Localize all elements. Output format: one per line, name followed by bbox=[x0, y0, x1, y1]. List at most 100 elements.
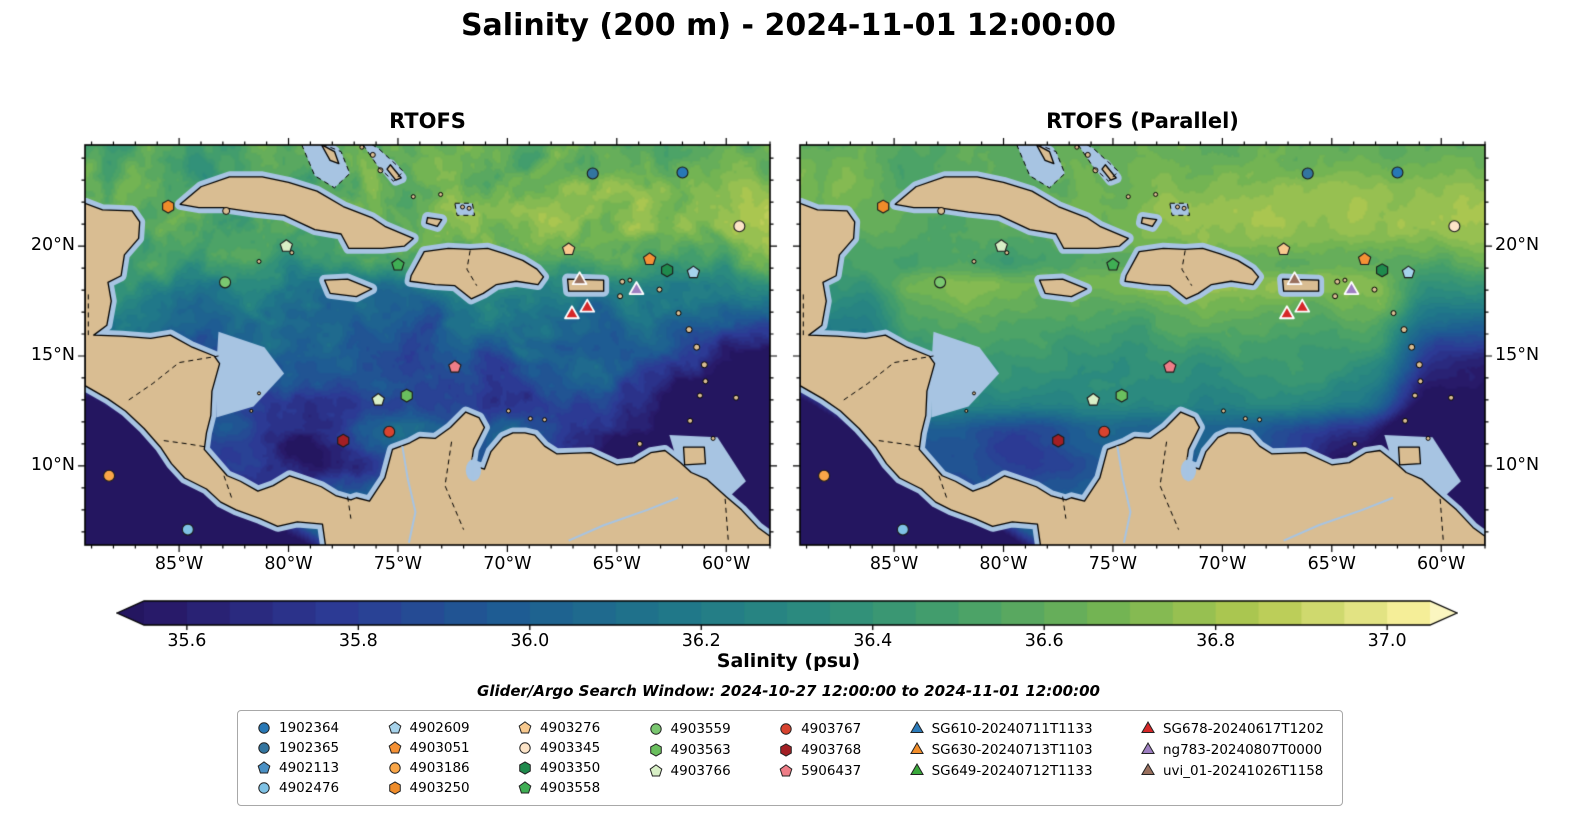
legend-item-label: 4902609 bbox=[409, 720, 470, 736]
colorbar: 35.6 35.8 36.0 36.2 36.4 36.6 36.8 37.0 bbox=[116, 599, 1458, 659]
legend-item: 4903563 bbox=[648, 739, 731, 760]
legend-item-label: 4903558 bbox=[540, 780, 601, 796]
pentagon-marker-icon bbox=[779, 763, 793, 776]
x-tick-label: 65°W bbox=[1307, 554, 1356, 574]
triangle-marker-icon bbox=[909, 741, 924, 754]
x-tick-label: 80°W bbox=[264, 554, 313, 574]
legend-column: 4903559 4903563 4903766 bbox=[648, 718, 731, 798]
triangle-marker-icon bbox=[909, 720, 924, 733]
colorbar-tick-label: 37.0 bbox=[1367, 631, 1407, 651]
circle-marker-icon bbox=[649, 722, 662, 735]
colorbar-tick-label: 36.8 bbox=[1196, 631, 1236, 651]
legend-item-label: 1902365 bbox=[279, 740, 340, 756]
legend-column: 4903767 4903768 5906437 bbox=[778, 718, 861, 798]
y-tick-label: 20°N bbox=[30, 235, 75, 256]
x-tick-label: 60°W bbox=[1417, 554, 1466, 574]
legend-item: 4902113 bbox=[256, 758, 339, 778]
legend-item: ng783-20240807T0000 bbox=[1140, 739, 1324, 760]
legend-item-label: 4903250 bbox=[409, 780, 470, 796]
legend-item-label: ng783-20240807T0000 bbox=[1162, 741, 1323, 758]
x-tick-label: 65°W bbox=[592, 554, 641, 574]
y-tick-label: 10°N bbox=[30, 454, 75, 475]
legend-item: 4902476 bbox=[256, 778, 339, 798]
legend-item: SG630-20240713T1103 bbox=[909, 739, 1093, 760]
map-canvas-rtofs bbox=[75, 135, 780, 555]
legend-item-label: SG610-20240711T1133 bbox=[931, 720, 1093, 737]
triangle-marker-icon bbox=[1141, 762, 1155, 775]
y-tick-label: 20°N bbox=[1495, 235, 1540, 256]
legend-item: 4903051 bbox=[387, 738, 470, 758]
circle-marker-icon bbox=[388, 762, 401, 774]
panel-rtofs-parallel: RTOFS (Parallel) 85°W 80°W 75°W 70°W 65°W 60°… bbox=[790, 109, 1539, 574]
legend-item: 4903345 bbox=[517, 738, 600, 758]
panel-rtofs: RTOFS 85°W 80°W 75°W 70°W 65°W 60°W 10°N 15°N 20… bbox=[31, 109, 780, 574]
y-tick-label: 15°N bbox=[30, 344, 75, 365]
legend-box: 1902364 1902365 4902113 4902476 4902609 49030… bbox=[237, 710, 1343, 806]
triangle-marker-icon bbox=[909, 762, 924, 775]
legend-item-label: 4903350 bbox=[540, 760, 601, 776]
hexagon-marker-icon bbox=[780, 742, 792, 757]
pentagon-marker-icon bbox=[257, 761, 271, 774]
legend-item-label: 4903186 bbox=[409, 760, 470, 776]
colorbar-tick-label: 36.0 bbox=[510, 631, 550, 651]
legend-item-label: 5906437 bbox=[801, 762, 862, 779]
pentagon-marker-icon bbox=[518, 721, 532, 734]
colorbar-tick-label: 35.8 bbox=[338, 631, 378, 651]
legend-item-label: 4902476 bbox=[279, 780, 340, 796]
legend-item-label: SG678-20240617T1202 bbox=[1162, 720, 1324, 737]
legend-item-label: SG630-20240713T1103 bbox=[931, 741, 1093, 758]
x-tick-label: 70°W bbox=[483, 554, 532, 574]
hexagon-marker-icon bbox=[519, 761, 531, 775]
legend-item-label: 4903345 bbox=[540, 740, 601, 756]
legend-item-label: 4903051 bbox=[409, 740, 470, 756]
x-tick-label: 85°W bbox=[869, 554, 919, 574]
legend-item-label: 4903767 bbox=[801, 720, 862, 737]
pentagon-marker-icon bbox=[388, 721, 401, 734]
legend-item-label: 4902113 bbox=[279, 760, 340, 776]
x-tick-label: 75°W bbox=[1088, 554, 1138, 574]
colorbar-tick-label: 36.4 bbox=[853, 631, 893, 651]
colorbar-canvas bbox=[116, 599, 1458, 633]
legend-item: 4903768 bbox=[778, 739, 861, 760]
circle-marker-icon bbox=[258, 722, 270, 734]
legend-item: 4903559 bbox=[648, 718, 731, 739]
legend-item: uvi_01-20241026T1158 bbox=[1140, 760, 1324, 781]
pentagon-marker-icon bbox=[518, 781, 532, 794]
map-canvas-rtofs-parallel bbox=[790, 135, 1495, 555]
x-tick-label: 85°W bbox=[154, 554, 204, 574]
legend-item: 4902609 bbox=[387, 718, 470, 738]
hexagon-marker-icon bbox=[388, 781, 401, 795]
circle-marker-icon bbox=[258, 742, 270, 754]
colorbar-tick-label: 35.6 bbox=[167, 631, 207, 651]
y-tick-label: 10°N bbox=[1495, 454, 1540, 475]
legend-item-label: 4903768 bbox=[801, 741, 862, 758]
legend-item: SG678-20240617T1202 bbox=[1140, 718, 1324, 739]
legend-item: 4903558 bbox=[517, 778, 600, 798]
triangle-marker-icon bbox=[1141, 720, 1155, 733]
legend-item-label: 4903563 bbox=[670, 741, 731, 758]
legend-item-label: 4903766 bbox=[670, 762, 731, 779]
colorbar-tick-label: 36.2 bbox=[681, 631, 721, 651]
circle-marker-icon bbox=[519, 742, 531, 754]
panel-title-rtofs: RTOFS bbox=[389, 109, 466, 133]
legend-item: SG610-20240711T1133 bbox=[909, 718, 1093, 739]
x-tick-label: 70°W bbox=[1198, 554, 1247, 574]
legend-item: SG649-20240712T1133 bbox=[909, 760, 1093, 781]
pentagon-marker-icon bbox=[388, 741, 401, 754]
triangle-marker-icon bbox=[1141, 741, 1155, 754]
x-tick-label: 75°W bbox=[373, 554, 423, 574]
colorbar-tick-label: 36.6 bbox=[1024, 631, 1064, 651]
hexagon-marker-icon bbox=[649, 742, 662, 757]
legend-item-label: 4903559 bbox=[670, 720, 731, 737]
legend-column: 4903276 4903345 4903350 4903558 bbox=[517, 718, 600, 798]
legend-item: 4903766 bbox=[648, 760, 731, 781]
y-tick-label: 15°N bbox=[1495, 344, 1540, 365]
legend-item: 1902365 bbox=[256, 738, 339, 758]
legend-item: 1902364 bbox=[256, 718, 339, 738]
legend-item: 4903350 bbox=[517, 758, 600, 778]
legend-item-label: uvi_01-20241026T1158 bbox=[1162, 762, 1324, 779]
x-tick-label: 80°W bbox=[979, 554, 1028, 574]
pentagon-marker-icon bbox=[649, 763, 662, 776]
legend-item: 4903186 bbox=[387, 758, 470, 778]
